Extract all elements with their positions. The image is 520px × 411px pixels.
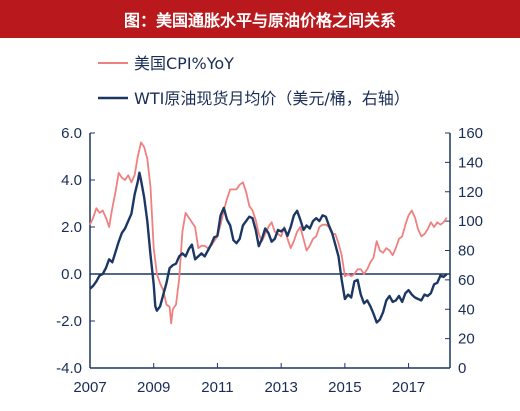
right-tick-label: 140 [458, 154, 483, 171]
left-tick-label: -4.0 [56, 360, 82, 377]
right-tick-label: 40 [458, 301, 475, 318]
right-tick-label: 80 [458, 243, 475, 260]
x-tick-label: 2017 [392, 379, 425, 396]
legend: 美国CPI%YoY WTI原油现货月均价（美元/桶，右轴） [98, 54, 410, 108]
x-tick-label: 2013 [264, 379, 297, 396]
legend-label-wti: WTI原油现货月均价（美元/桶，右轴） [134, 89, 410, 108]
right-tick-label: 20 [458, 331, 475, 348]
left-tick-label: 6.0 [61, 125, 82, 142]
right-tick-label: 160 [458, 125, 483, 142]
x-tick-label: 2009 [137, 379, 170, 396]
tick-labels: 6.0 4.0 2.0 0.0 -2.0 -4.0 160 140 120 100 80 60 40 20… [56, 125, 483, 396]
wti-line [89, 171, 448, 324]
right-tick-label: 100 [458, 213, 483, 230]
left-tick-label: 2.0 [61, 219, 82, 236]
chart-title-bar: 图：美国通胀水平与原油价格之间关系 [0, 0, 520, 38]
right-tick-label: 0 [458, 360, 466, 377]
chart-area: 美国CPI%YoY WTI原油现货月均价（美元/桶，右轴） 6.0 4.0 2.0 0.… [56, 54, 483, 396]
x-tick-label: 2015 [328, 379, 361, 396]
legend-label-cpi: 美国CPI%YoY [134, 54, 234, 73]
left-tick-label: -2.0 [56, 313, 82, 330]
x-tick-label: 2011 [201, 379, 233, 396]
left-tick-label: 4.0 [61, 172, 82, 189]
axes [89, 132, 451, 369]
chart-title: 图：美国通胀水平与原油价格之间关系 [123, 11, 396, 30]
series-lines [89, 141, 448, 325]
right-tick-label: 60 [458, 272, 475, 289]
right-tick-label: 120 [458, 184, 483, 201]
left-tick-label: 0.0 [61, 266, 82, 283]
x-tick-label: 2007 [73, 379, 106, 396]
